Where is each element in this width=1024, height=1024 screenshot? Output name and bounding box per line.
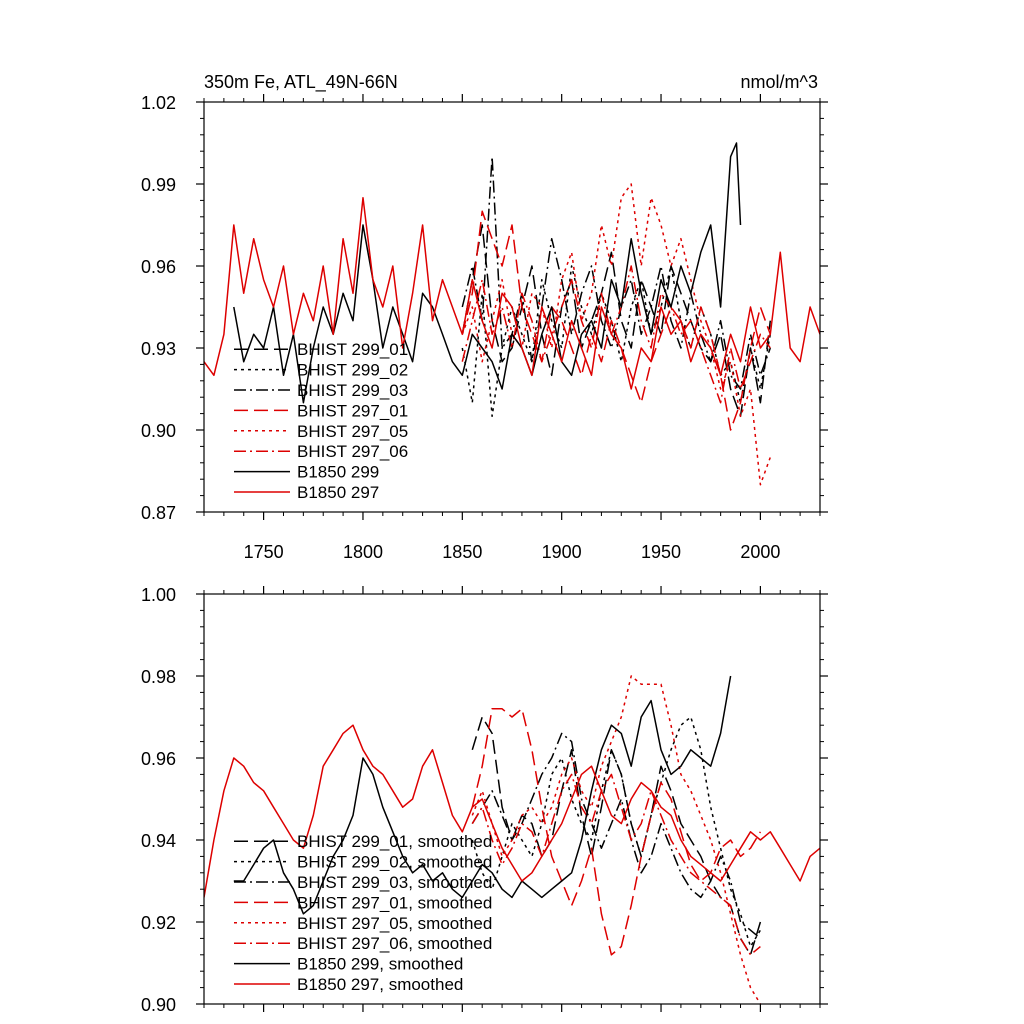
- series-line-bhist-297-05-smoothed: [471, 675, 762, 1004]
- x-tick-label: 2000: [740, 542, 780, 562]
- series-line-bhist-299-02-smoothed: [471, 716, 762, 948]
- legend-label: BHIST 299_01: [297, 340, 408, 359]
- figure-units: nmol/m^3: [741, 72, 818, 92]
- legend-label: BHIST 299_02, smoothed: [297, 853, 492, 872]
- legend-label: B1850 299: [297, 463, 379, 482]
- series-line-bhist-297-01-smoothed: [471, 708, 762, 956]
- y-tick-label: 1.00: [141, 585, 176, 605]
- legend-label: BHIST 297_05: [297, 422, 408, 441]
- legend-label: BHIST 297_05, smoothed: [297, 914, 492, 933]
- legend-label: B1850 297: [297, 483, 379, 502]
- x-tick-label: 1800: [343, 542, 383, 562]
- legend-label: B1850 297, smoothed: [297, 975, 463, 994]
- series-line-bhist-299-01-smoothed: [471, 716, 762, 956]
- legend-label: BHIST 297_01, smoothed: [297, 893, 492, 912]
- y-tick-label: 0.96: [141, 749, 176, 769]
- y-tick-label: 0.87: [141, 503, 176, 523]
- series-line-bhist-299-03-smoothed: [471, 732, 761, 939]
- legend-label: BHIST 299_03, smoothed: [297, 873, 492, 892]
- series-line-bhist-297-06-smoothed: [471, 773, 761, 956]
- y-tick-label: 0.90: [141, 421, 176, 441]
- x-tick-label: 1950: [641, 542, 681, 562]
- y-tick-label: 0.90: [141, 995, 176, 1015]
- legend-label: B1850 299, smoothed: [297, 955, 463, 974]
- y-tick-label: 0.99: [141, 175, 176, 195]
- x-tick-label: 1850: [442, 542, 482, 562]
- legend-label: BHIST 297_01: [297, 401, 408, 420]
- series-line-b1850-299-smoothed: [233, 675, 732, 915]
- x-tick-label: 1900: [542, 542, 582, 562]
- legend-label: BHIST 299_01, smoothed: [297, 832, 492, 851]
- bottom-panel: 0.90 0.92 0.94 0.96 0.98 1.00 BHIST 299_01, sm…: [141, 585, 828, 1015]
- y-tick-label: 0.93: [141, 339, 176, 359]
- legend-label: BHIST 299_02: [297, 361, 408, 380]
- legend-label: BHIST 297_06: [297, 442, 408, 461]
- plot-frame: [203, 101, 821, 513]
- series-lines: [204, 142, 820, 486]
- x-tick-label: 1750: [244, 542, 284, 562]
- y-tick-label: 0.92: [141, 913, 176, 933]
- y-tick-label: 0.98: [141, 667, 176, 687]
- y-tick-label: 0.94: [141, 831, 176, 851]
- series-line-bhist-297-01: [461, 210, 772, 431]
- series-lines: [204, 675, 820, 1004]
- y-tick-label: 0.96: [141, 257, 176, 277]
- y-tick-label: 1.02: [141, 93, 176, 113]
- top-panel: 0.87 0.90 0.93 0.96 0.99 1.02 1750 1800 1850 1900…: [141, 93, 828, 562]
- series-line-bhist-299-01: [461, 224, 772, 418]
- series-line-b1850-297: [204, 196, 820, 390]
- legend-label: BHIST 297_06, smoothed: [297, 934, 492, 953]
- legend: BHIST 299_01, smoothed BHIST 299_02, smoo…: [234, 832, 492, 994]
- series-line-bhist-297-06: [461, 265, 771, 404]
- legend-label: BHIST 299_03: [297, 381, 408, 400]
- series-line-b1850-297-smoothed: [204, 724, 820, 898]
- figure-title: 350m Fe, ATL_49N-66N: [204, 72, 398, 93]
- plot-frame: [203, 593, 821, 1005]
- series-line-b1850-299: [233, 142, 742, 404]
- series-line-bhist-297-05: [461, 183, 772, 486]
